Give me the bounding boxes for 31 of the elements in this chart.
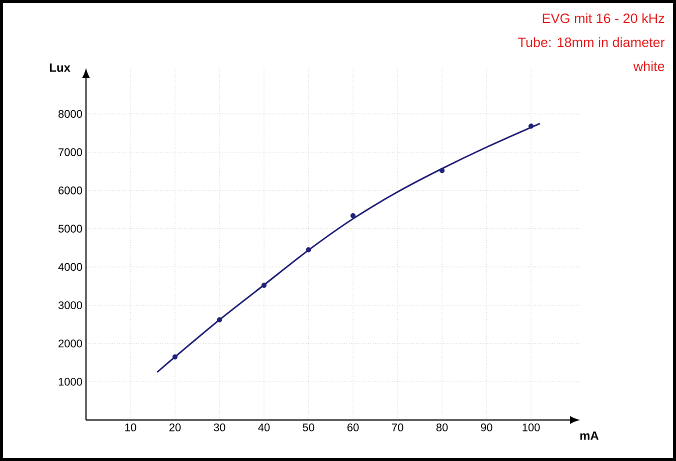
point bbox=[439, 168, 445, 174]
y-tick-label: 8000 bbox=[58, 110, 82, 118]
x-tick-label: 50 bbox=[302, 424, 314, 432]
point bbox=[306, 247, 312, 252]
point bbox=[261, 282, 267, 288]
x-tick-label: 100 bbox=[522, 424, 540, 432]
x-tick-label: 70 bbox=[392, 424, 404, 432]
y-axis-title: Lux bbox=[50, 64, 70, 72]
x-tick-label: 10 bbox=[125, 424, 136, 432]
x-tick-label: 60 bbox=[347, 424, 359, 432]
text: EVG mit 16 - 20 kHz bbox=[542, 13, 664, 24]
text: Tube: 18mm in diameter bbox=[518, 37, 665, 48]
y-tick-label: 5000 bbox=[58, 224, 82, 233]
x-tick-label: 30 bbox=[214, 424, 226, 432]
point bbox=[528, 124, 534, 129]
point bbox=[172, 354, 178, 360]
point bbox=[350, 213, 356, 218]
x-tick-label: 80 bbox=[436, 424, 448, 432]
text: white bbox=[633, 61, 664, 72]
y-tick-label: 1000 bbox=[58, 378, 82, 386]
x-tick-label: 90 bbox=[480, 424, 492, 432]
y-tick-label: 4000 bbox=[58, 263, 82, 271]
y-tick-label: 2000 bbox=[58, 340, 82, 348]
y-tick-label: 3000 bbox=[58, 301, 82, 310]
x-tick-label: 40 bbox=[258, 424, 270, 432]
point bbox=[216, 317, 222, 322]
y-tick-label: 7000 bbox=[58, 148, 82, 156]
x-tick-label: 20 bbox=[169, 424, 181, 432]
line-series bbox=[156, 122, 541, 373]
y-tick-label: 6000 bbox=[58, 186, 82, 194]
x-axis-title: mA bbox=[580, 432, 599, 440]
